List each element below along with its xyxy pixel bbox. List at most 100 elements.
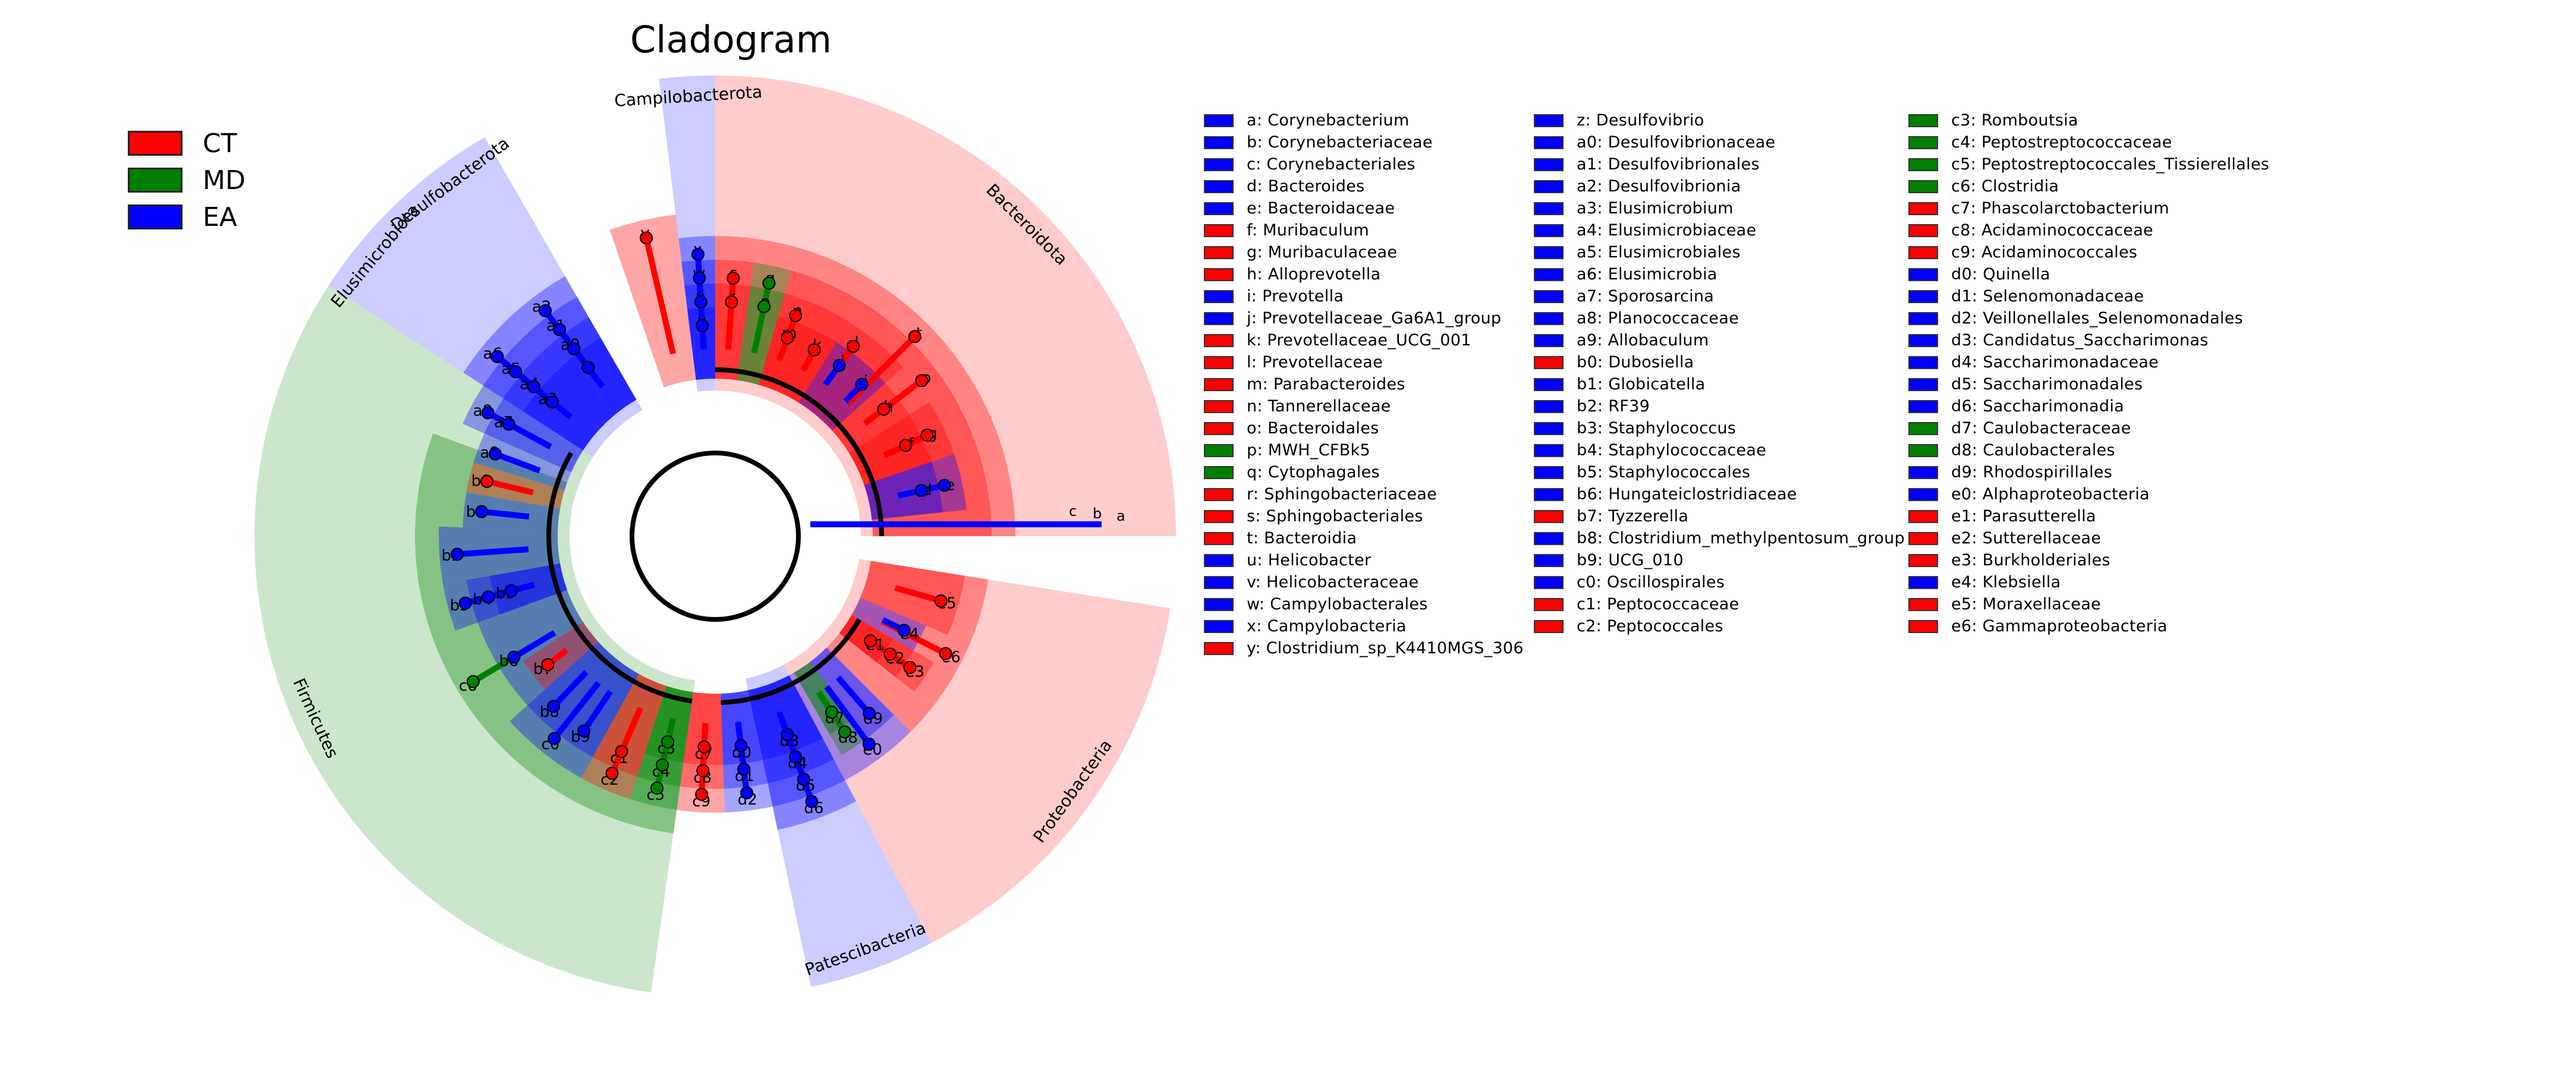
clade-branch	[894, 585, 942, 604]
clade-sector	[860, 561, 965, 635]
taxa-legend-item: l: Prevotellaceae	[1204, 351, 1524, 373]
taxa-legend-item: y: Clostridium_sp_K4410MGS_306	[1204, 637, 1524, 659]
clade-branch	[512, 630, 556, 660]
taxa-legend-item: a3: Elusimicrobium	[1534, 197, 1905, 219]
clade-node	[838, 725, 852, 739]
taxa-legend-item: x: Campylobacteria	[1204, 615, 1524, 637]
clade-node	[740, 786, 754, 800]
clade-branch	[725, 301, 735, 350]
taxa-legend-label: d4: Saccharimonadaceae	[1951, 353, 2159, 372]
taxa-legend-label: b2: RF39	[1577, 397, 1650, 416]
taxa-legend-item: d9: Rhodospirillales	[1908, 461, 2269, 483]
taxa-swatch	[1908, 377, 1938, 391]
taxa-swatch	[1534, 158, 1564, 171]
taxa-legend-item: b7: Tyzzerella	[1534, 505, 1905, 527]
taxa-legend-label: d: Bacteroides	[1247, 177, 1365, 196]
taxa-legend-item: d8: Caulobacterales	[1908, 439, 2269, 461]
taxa-legend-column: z: Desulfovibrio a0: Desulfovibrionaceae a…	[1534, 109, 1905, 637]
taxa-legend-label: t: Bacteroidia	[1247, 529, 1357, 547]
taxa-legend-label: e2: Sutterellaceae	[1951, 529, 2102, 547]
clade-node	[693, 271, 706, 285]
clade-node	[725, 295, 738, 309]
taxa-legend-label: z: Desulfovibrio	[1577, 111, 1704, 130]
clade-sector	[439, 526, 561, 584]
taxa-swatch	[1204, 114, 1234, 127]
clade-node	[489, 447, 502, 461]
taxa-swatch	[1534, 180, 1564, 193]
taxa-swatch	[1204, 443, 1234, 457]
taxa-legend-label: c5: Peptostreptococcales_Tissierellales	[1951, 155, 2270, 174]
taxa-legend-label: c6: Clostridia	[1951, 177, 2059, 196]
clade-node	[726, 272, 740, 285]
taxa-legend-label: c3: Romboutsia	[1951, 111, 2078, 130]
taxa-legend-item: b8: Clostridium_methylpentosum_group	[1534, 527, 1905, 549]
group-legend: CT MD EA	[128, 125, 246, 235]
clade-sector	[592, 674, 667, 777]
taxa-legend-item: e6: Gammaproteobacteria	[1908, 615, 2269, 637]
clade-node	[451, 547, 464, 561]
taxa-swatch	[1534, 268, 1564, 281]
clade-node	[695, 788, 709, 801]
clade-sector	[581, 674, 667, 800]
taxa-legend-item: d3: Candidatus_Saccharimonas	[1908, 329, 2269, 351]
taxa-legend-item: m: Parabacteroides	[1204, 373, 1524, 395]
taxa-legend-item: q: Cytophagales	[1204, 461, 1524, 483]
taxa-legend-label: f: Muribaculum	[1247, 221, 1369, 240]
taxa-legend-label: a0: Desulfovibrionaceae	[1577, 133, 1776, 152]
clade-node	[475, 505, 489, 518]
clade-node	[505, 584, 518, 597]
taxa-swatch	[1908, 136, 1938, 149]
taxa-legend-item: e5: Moraxellaceae	[1908, 593, 2269, 615]
clade-sector	[737, 262, 792, 385]
taxa-legend-item: c8: Acidaminococcaceae	[1908, 219, 2269, 241]
taxa-legend-label: l: Prevotellaceae	[1247, 353, 1383, 372]
taxa-swatch	[1534, 202, 1564, 215]
clade-node	[640, 231, 653, 245]
taxa-legend-item: d0: Quinella	[1908, 263, 2269, 285]
clade-node	[897, 624, 911, 637]
clade-node	[482, 590, 495, 604]
taxa-swatch	[1534, 553, 1564, 567]
clade-node	[757, 300, 771, 313]
clade-node	[789, 309, 803, 322]
taxa-swatch	[1204, 421, 1234, 435]
clade-node	[847, 339, 860, 353]
clade-node	[539, 304, 552, 317]
taxa-swatch	[1534, 377, 1564, 391]
taxa-legend-item: c3: Romboutsia	[1908, 109, 2269, 131]
taxa-swatch	[1908, 311, 1938, 325]
taxa-swatch	[1908, 465, 1938, 479]
taxa-legend-label: n: Tannerellaceae	[1247, 397, 1391, 416]
taxa-legend-item: b5: Staphylococcales	[1534, 461, 1905, 483]
taxa-legend-item: h: Alloprevotella	[1204, 263, 1524, 285]
taxa-legend-label: c7: Phascolarctobacterium	[1951, 199, 2169, 218]
taxa-swatch	[1908, 597, 1938, 611]
clade-branch	[643, 237, 677, 355]
taxa-legend-item: a4: Elusimicrobiaceae	[1534, 219, 1905, 241]
taxa-legend-item: b3: Staphylococcus	[1534, 417, 1905, 439]
clade-node	[863, 707, 876, 720]
taxa-legend-label: e4: Klebsiella	[1951, 573, 2061, 591]
taxa-swatch	[1908, 114, 1938, 127]
taxa-legend-item: c1: Peptococcaceae	[1534, 593, 1905, 615]
clade-sector	[681, 260, 715, 380]
root-circle	[630, 451, 801, 622]
clade-node	[661, 735, 675, 748]
clade-node	[825, 706, 838, 719]
taxa-swatch	[1908, 553, 1938, 567]
taxa-legend-item: d6: Saccharimonadia	[1908, 395, 2269, 417]
taxa-legend-column: a: Corynebacterium b: Corynebacteriaceae c…	[1204, 109, 1524, 659]
taxa-legend-item: c4: Peptostreptococcaceae	[1908, 131, 2269, 153]
taxa-swatch	[1534, 114, 1564, 127]
taxa-legend-item: c6: Clostridia	[1908, 175, 2269, 197]
taxa-legend-item: a0: Desulfovibrionaceae	[1534, 131, 1905, 153]
group-swatch-ea	[128, 204, 183, 229]
clade-node	[480, 474, 493, 488]
backbone-arc	[721, 618, 861, 705]
taxa-legend-item: a9: Allobaculum	[1534, 329, 1905, 351]
clade-node	[862, 737, 876, 751]
group-label: CT	[203, 128, 237, 159]
taxa-legend-label: b: Corynebacteriaceae	[1247, 133, 1433, 152]
clade-node	[567, 342, 581, 355]
taxa-legend-item: c2: Peptococcales	[1534, 615, 1905, 637]
